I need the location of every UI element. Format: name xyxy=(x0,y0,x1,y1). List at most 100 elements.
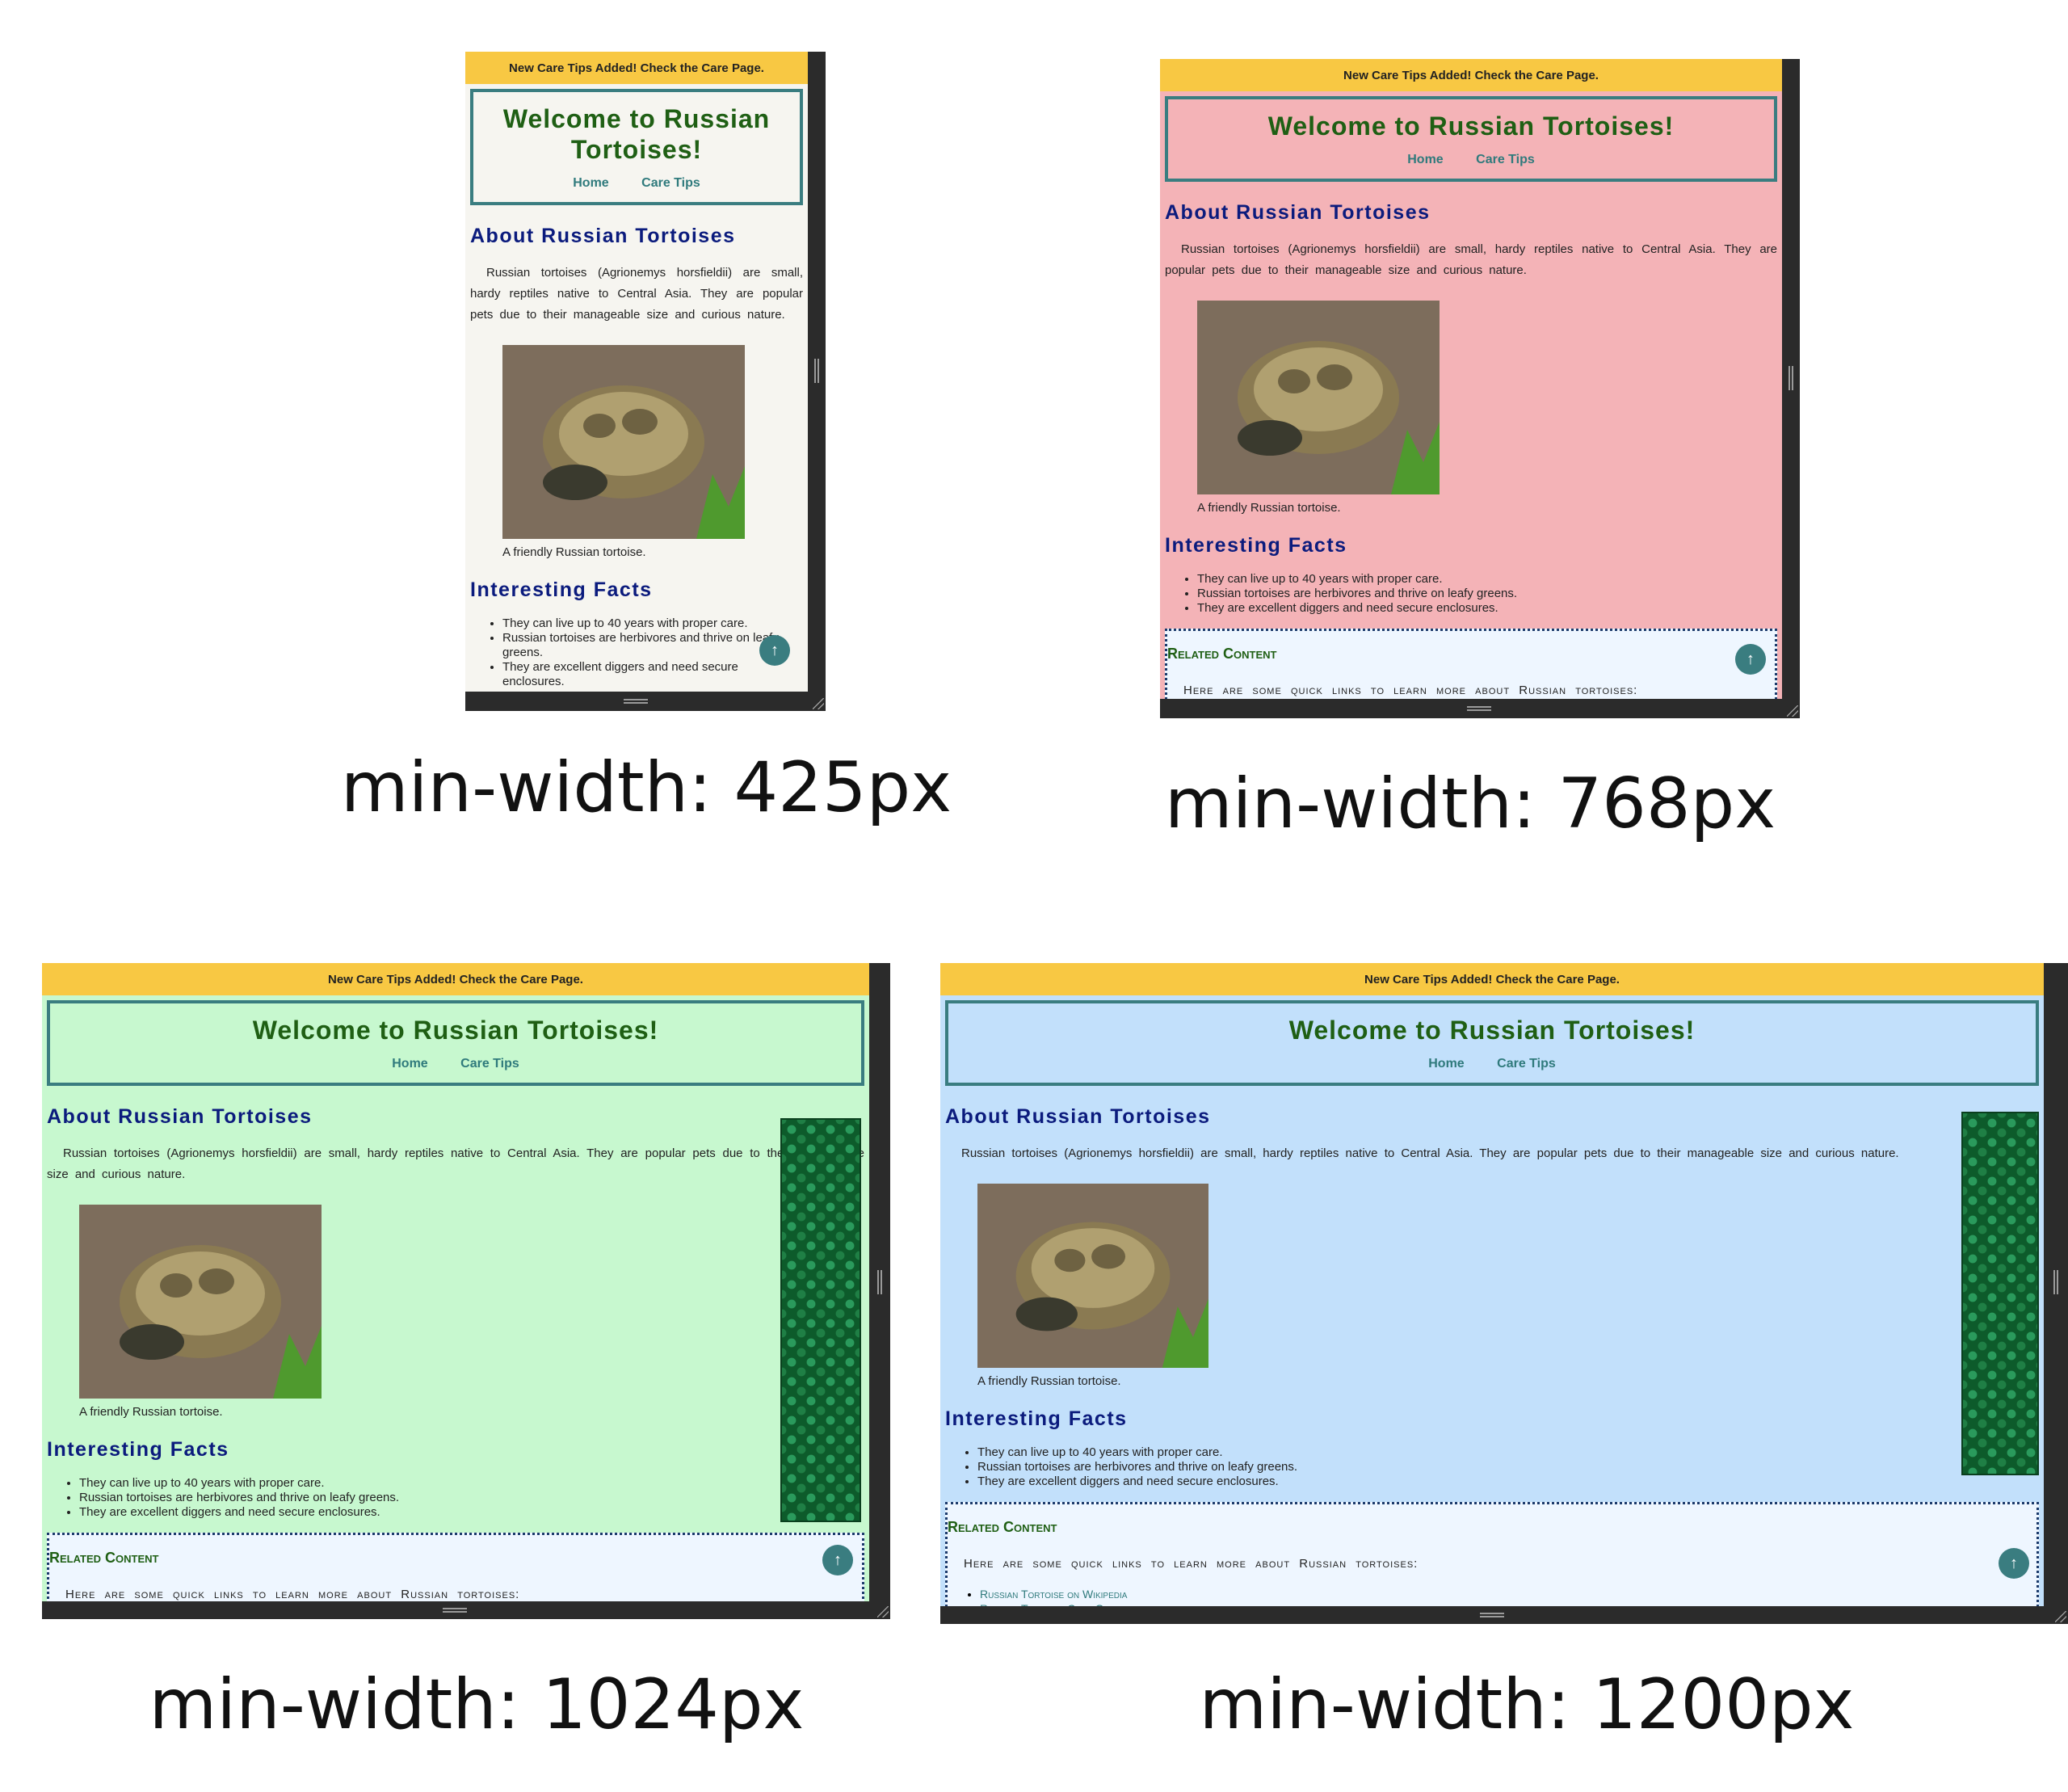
facts-list: They can live up to 40 years with proper… xyxy=(470,616,803,689)
vertical-scrollbar[interactable] xyxy=(2044,963,2068,1624)
breakpoint-label-1200: min-width: 1200px xyxy=(1199,1664,1855,1745)
back-to-top-button[interactable]: ↑ xyxy=(759,635,790,666)
viewport-1024: New Care Tips Added! Check the Care Page… xyxy=(42,963,890,1619)
nav-home-link[interactable]: Home xyxy=(392,1057,428,1071)
breakpoint-label-768: min-width: 768px xyxy=(1164,763,1776,844)
horizontal-resize-bar[interactable] xyxy=(42,1601,890,1619)
scroll-grip-icon[interactable] xyxy=(877,1270,882,1294)
tortoise-figure: A friendly Russian tortoise. xyxy=(79,1205,864,1419)
tortoise-figure: A friendly Russian tortoise. xyxy=(502,345,803,559)
tortoise-image xyxy=(1197,301,1440,494)
main-content: About Russian Tortoises Russian tortoise… xyxy=(42,1105,869,1601)
about-heading: About Russian Tortoises xyxy=(1165,201,1431,224)
breakpoint-label-425: min-width: 425px xyxy=(340,747,952,828)
page-title: Welcome to Russian Tortoises! xyxy=(1288,1016,1696,1045)
page-425: New Care Tips Added! Check the Care Page… xyxy=(465,52,808,692)
corner-resize-icon[interactable] xyxy=(1787,705,1798,717)
resize-grip-icon[interactable] xyxy=(443,1608,467,1613)
about-heading: About Russian Tortoises xyxy=(945,1105,1211,1128)
announcement-banner: New Care Tips Added! Check the Care Page… xyxy=(940,963,2044,995)
list-item: They can live up to 40 years with proper… xyxy=(1197,572,1777,587)
tortoise-figure: A friendly Russian tortoise. xyxy=(977,1184,2039,1388)
vertical-scrollbar[interactable] xyxy=(869,963,890,1619)
resize-grip-icon[interactable] xyxy=(1480,1613,1504,1617)
corner-resize-icon[interactable] xyxy=(2055,1611,2066,1622)
list-item: Russian tortoises are herbivores and thr… xyxy=(1197,587,1777,601)
scroll-grip-icon[interactable] xyxy=(814,359,819,383)
back-to-top-button[interactable]: ↑ xyxy=(822,1545,853,1575)
facts-heading: Interesting Facts xyxy=(1165,534,1347,557)
image-caption: A friendly Russian tortoise. xyxy=(1197,501,1341,515)
announcement-banner: New Care Tips Added! Check the Care Page… xyxy=(1160,59,1782,91)
about-text: Russian tortoises (Agrionemys horsfieldi… xyxy=(1165,242,1777,277)
vertical-scrollbar[interactable] xyxy=(808,52,826,711)
list-item: They can live up to 40 years with proper… xyxy=(502,616,803,631)
about-heading: About Russian Tortoises xyxy=(470,225,736,247)
related-link-care-guide[interactable]: Russian Tortoise Care Guide xyxy=(980,1602,1123,1606)
list-item: Russian Tortoise on Wikipedia xyxy=(980,1587,2036,1601)
image-caption: A friendly Russian tortoise. xyxy=(79,1405,223,1419)
related-intro: Here are some quick links to learn more … xyxy=(964,1557,1419,1571)
breakpoint-label-1024: min-width: 1024px xyxy=(149,1664,805,1745)
resize-grip-icon[interactable] xyxy=(1467,706,1491,711)
corner-resize-icon[interactable] xyxy=(877,1606,889,1617)
nav-home-link[interactable]: Home xyxy=(1428,1057,1465,1071)
nav-care-tips-link[interactable]: Care Tips xyxy=(460,1057,519,1071)
tortoise-figure: A friendly Russian tortoise. xyxy=(1197,301,1777,515)
nav-care-tips-link[interactable]: Care Tips xyxy=(1497,1057,1556,1071)
horizontal-resize-bar[interactable] xyxy=(1160,699,1800,718)
page-1024: New Care Tips Added! Check the Care Page… xyxy=(42,963,869,1601)
back-to-top-button[interactable]: ↑ xyxy=(1735,644,1766,675)
scroll-grip-icon[interactable] xyxy=(2053,1270,2058,1294)
related-links-list: Russian Tortoise on Wikipedia Russian To… xyxy=(948,1587,2036,1606)
nav-care-tips-link[interactable]: Care Tips xyxy=(641,176,700,190)
image-caption: A friendly Russian tortoise. xyxy=(502,545,646,559)
about-text: Russian tortoises (Agrionemys horsfieldi… xyxy=(470,266,803,322)
tortoise-image xyxy=(502,345,745,539)
horizontal-resize-bar[interactable] xyxy=(940,1606,2068,1624)
list-item: They can live up to 40 years with proper… xyxy=(977,1445,2039,1460)
related-heading: Related Content xyxy=(49,1550,159,1566)
related-link-wikipedia[interactable]: Russian Tortoise on Wikipedia xyxy=(980,1588,1128,1601)
facts-list: They can live up to 40 years with proper… xyxy=(1165,572,1777,616)
scroll-grip-icon[interactable] xyxy=(1788,366,1793,390)
nav-home-link[interactable]: Home xyxy=(1407,153,1444,166)
page-1200: New Care Tips Added! Check the Care Page… xyxy=(940,963,2044,1606)
facts-heading: Interesting Facts xyxy=(470,578,653,601)
list-item: They are excellent diggers and need secu… xyxy=(79,1505,864,1520)
page-title: Welcome to Russian Tortoises! xyxy=(252,1016,659,1045)
nav-home-link[interactable]: Home xyxy=(573,176,609,190)
list-item: Russian tortoises are herbivores and thr… xyxy=(79,1491,864,1505)
page-768: New Care Tips Added! Check the Care Page… xyxy=(1160,59,1782,699)
main-content: About Russian Tortoises Russian tortoise… xyxy=(940,1105,2044,1606)
tortoise-shell-sidebar-image xyxy=(1961,1112,2039,1475)
announcement-banner: New Care Tips Added! Check the Care Page… xyxy=(465,52,808,84)
resize-grip-icon[interactable] xyxy=(624,699,648,704)
list-item: They can live up to 40 years with proper… xyxy=(79,1476,864,1491)
main-nav: Home Care Tips xyxy=(1175,153,1767,167)
main-content: About Russian Tortoises Russian tortoise… xyxy=(1160,201,1782,699)
site-header: Welcome to Russian Tortoises! Home Care … xyxy=(1165,96,1777,182)
list-item: They are excellent diggers and need secu… xyxy=(1197,601,1777,616)
list-item: Russian tortoises are herbivores and thr… xyxy=(977,1460,2039,1474)
related-heading: Related Content xyxy=(1167,646,1277,662)
list-item: Russian Tortoise Care Guide xyxy=(980,1601,2036,1606)
about-heading: About Russian Tortoises xyxy=(47,1105,313,1128)
page-title: Welcome to Russian Tortoises! xyxy=(1267,111,1675,141)
corner-resize-icon[interactable] xyxy=(813,698,824,709)
facts-heading: Interesting Facts xyxy=(47,1438,229,1461)
viewport-1200: New Care Tips Added! Check the Care Page… xyxy=(940,963,2068,1624)
vertical-scrollbar[interactable] xyxy=(1782,59,1800,718)
main-content: About Russian Tortoises Russian tortoise… xyxy=(465,225,808,689)
page-title: Welcome to Russian Tortoises! xyxy=(502,104,771,164)
nav-care-tips-link[interactable]: Care Tips xyxy=(1476,153,1535,166)
related-content-box: Related Content Here are some quick link… xyxy=(1165,629,1777,699)
list-item: They are excellent diggers and need secu… xyxy=(502,660,803,689)
horizontal-resize-bar[interactable] xyxy=(465,692,826,711)
announcement-banner: New Care Tips Added! Check the Care Page… xyxy=(42,963,869,995)
related-content-box: Related Content Here are some quick link… xyxy=(47,1533,864,1601)
related-intro: Here are some quick links to learn more … xyxy=(65,1588,520,1601)
viewport-425: New Care Tips Added! Check the Care Page… xyxy=(465,52,826,711)
back-to-top-button[interactable]: ↑ xyxy=(1999,1548,2029,1579)
about-text: Russian tortoises (Agrionemys horsfieldi… xyxy=(961,1146,1899,1160)
